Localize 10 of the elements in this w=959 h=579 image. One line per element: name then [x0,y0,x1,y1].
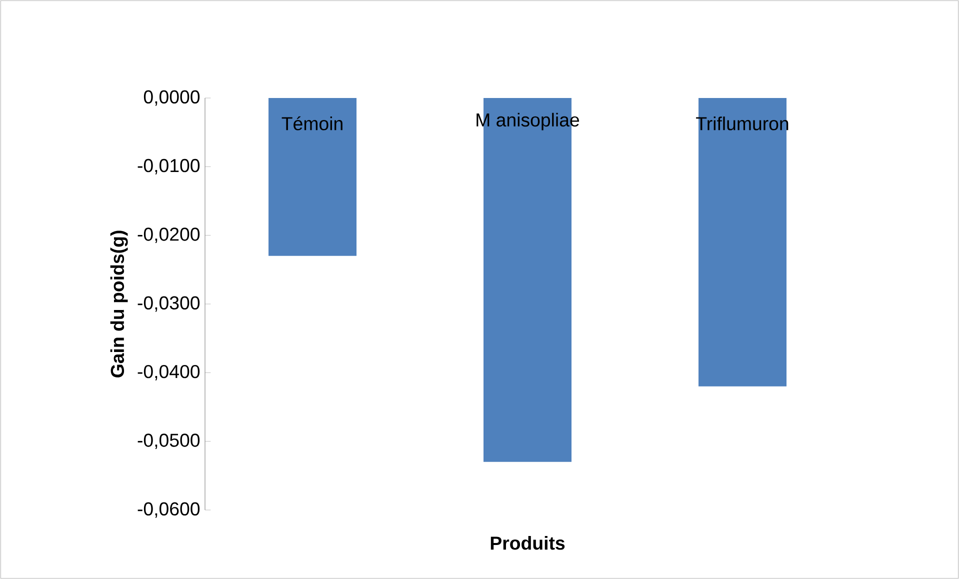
x-tick-label: Témoin [282,116,342,130]
y-tick-label: 0,0000 [144,90,200,106]
y-tick-label: -0,0500 [138,434,200,450]
y-tick-label: -0,0300 [138,296,200,312]
y-tick-label: -0,0600 [138,502,200,518]
x-axis-title: Produits [490,536,565,550]
y-tick-label: -0,0200 [138,228,200,244]
y-tick-label: -0,0400 [138,364,200,380]
y-axis-title: Gain du poids(g) [110,230,128,378]
y-tick-label: -0,0100 [138,158,200,174]
